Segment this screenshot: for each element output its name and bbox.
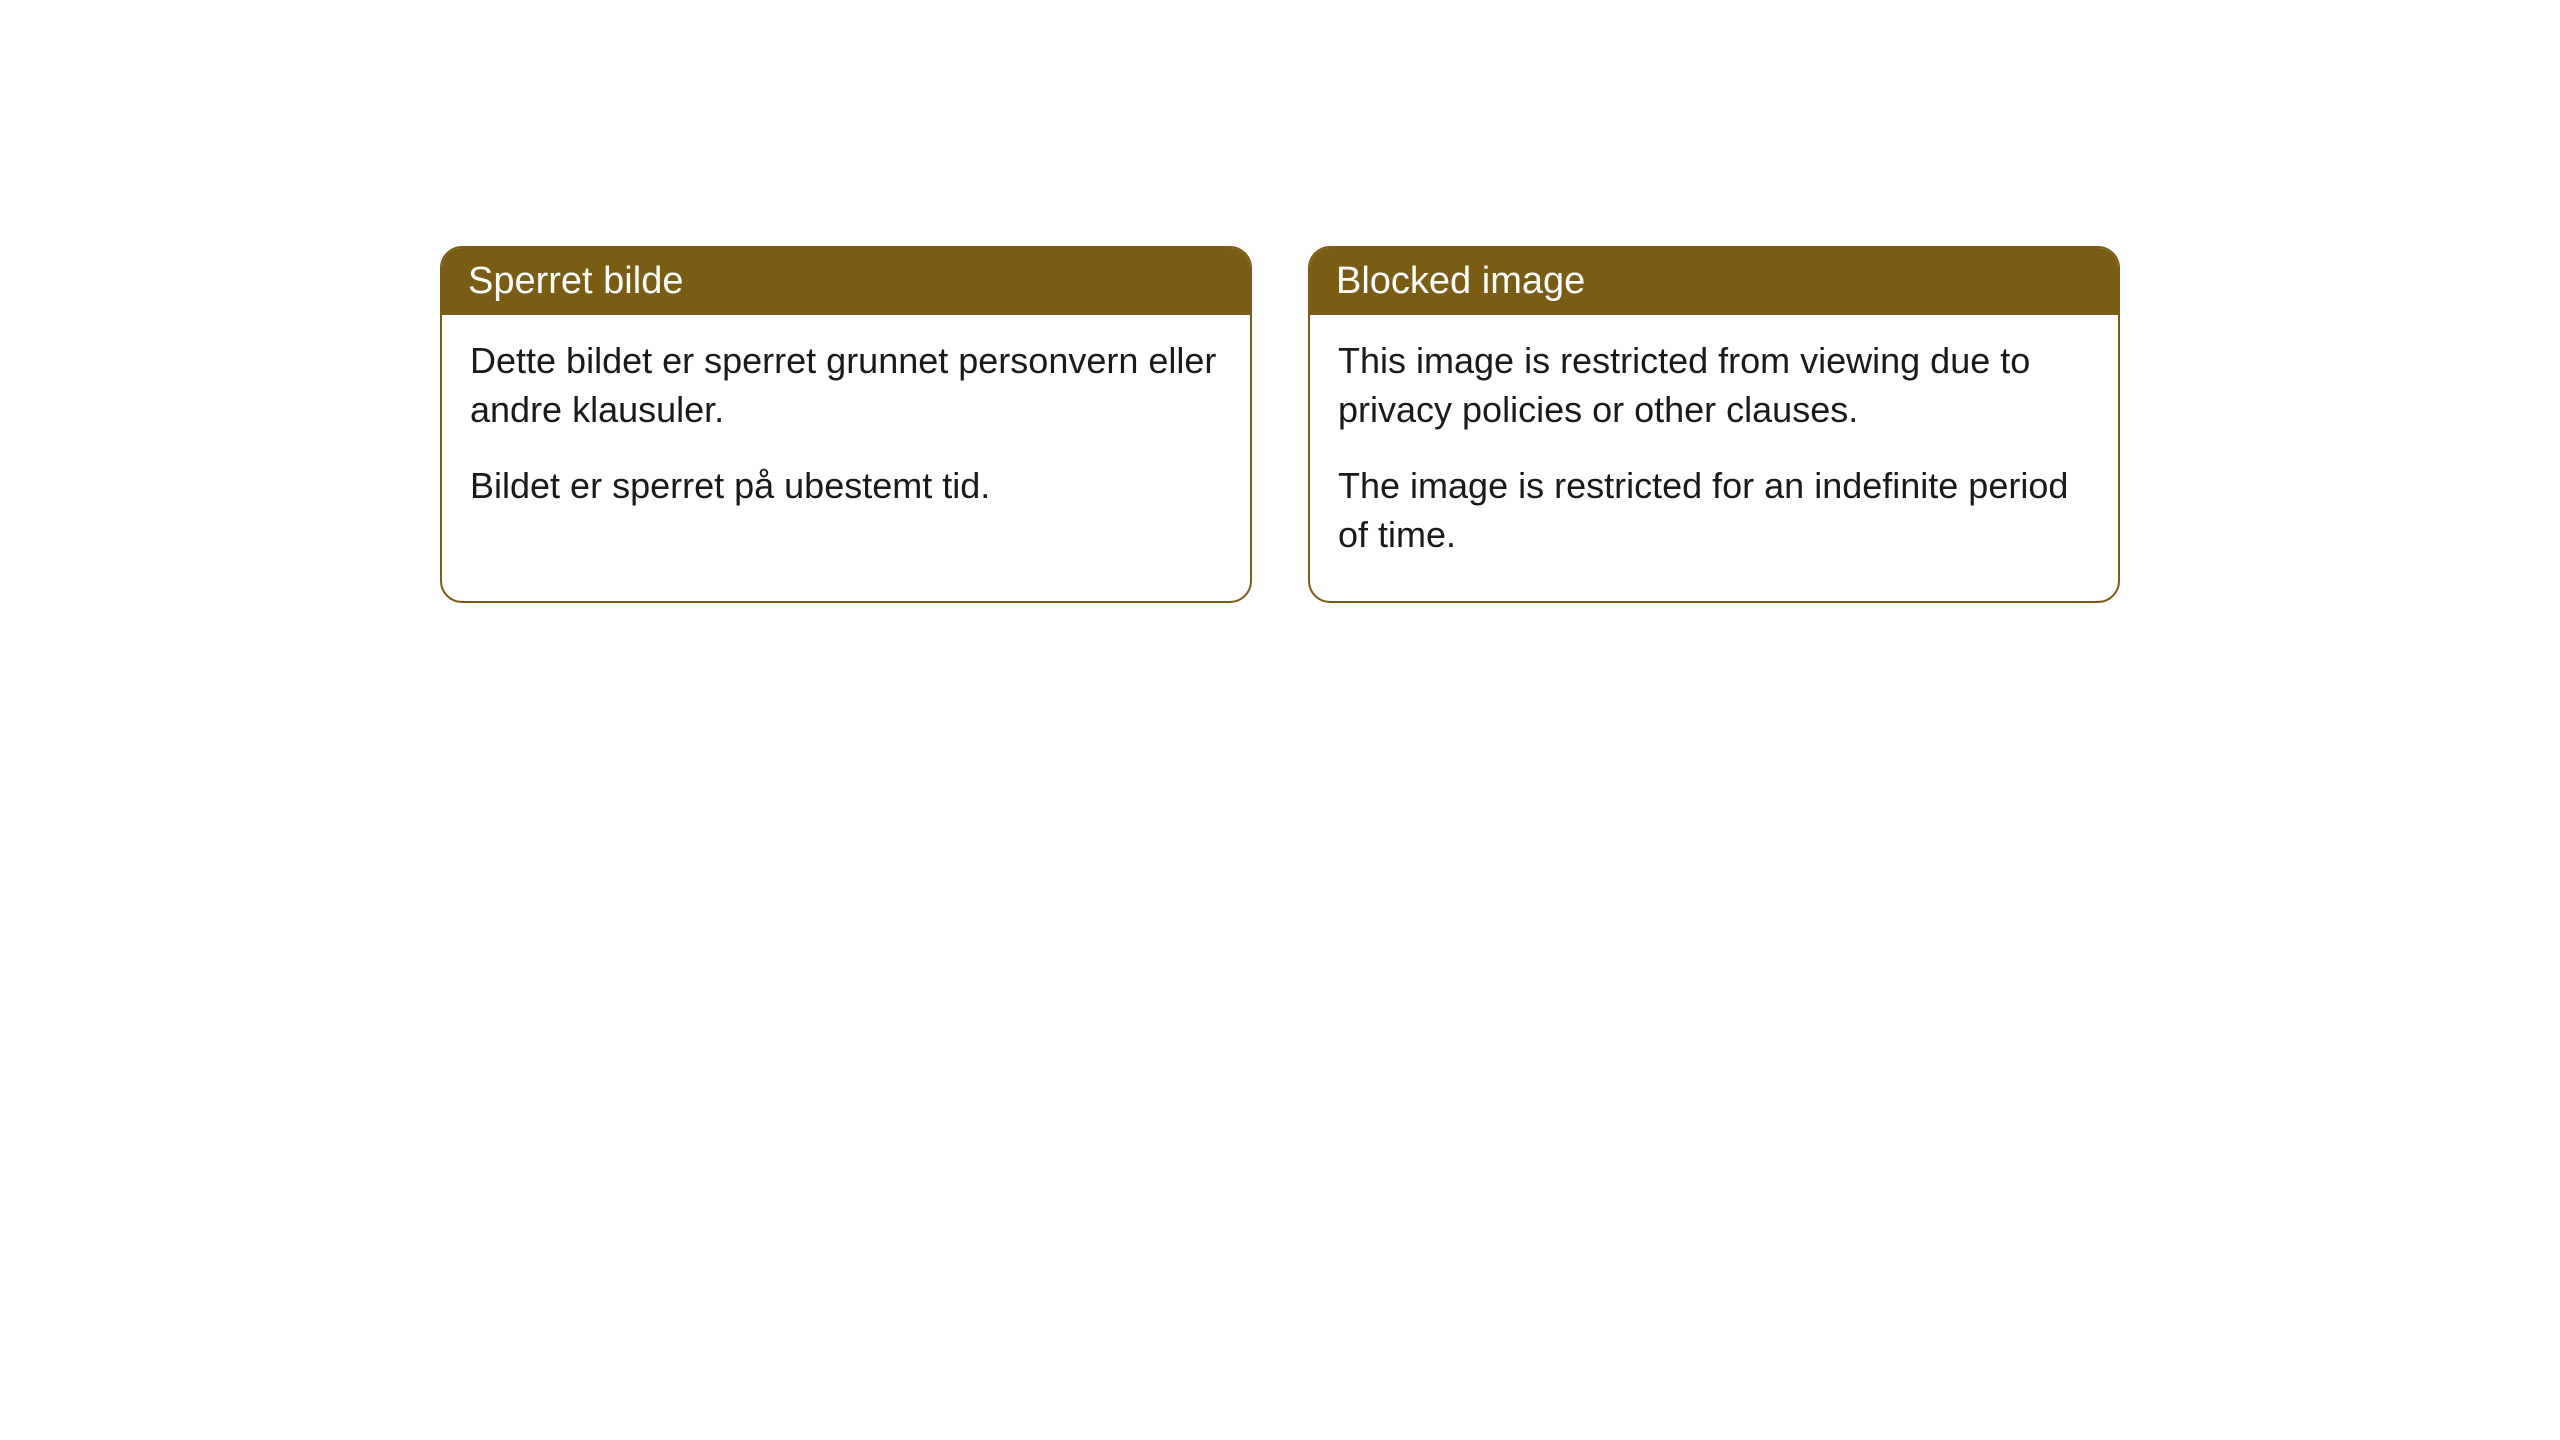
notice-paragraph: This image is restricted from viewing du… — [1338, 337, 2090, 434]
notice-body: Dette bildet er sperret grunnet personve… — [442, 315, 1250, 553]
notice-paragraph: The image is restricted for an indefinit… — [1338, 462, 2090, 559]
notice-paragraph: Bildet er sperret på ubestemt tid. — [470, 462, 1222, 511]
notice-paragraph: Dette bildet er sperret grunnet personve… — [470, 337, 1222, 434]
notice-box-norwegian: Sperret bilde Dette bildet er sperret gr… — [440, 246, 1252, 603]
notice-body: This image is restricted from viewing du… — [1310, 315, 2118, 601]
notice-header: Sperret bilde — [442, 248, 1250, 315]
notice-box-english: Blocked image This image is restricted f… — [1308, 246, 2120, 603]
notice-boxes-container: Sperret bilde Dette bildet er sperret gr… — [440, 246, 2120, 603]
notice-header: Blocked image — [1310, 248, 2118, 315]
